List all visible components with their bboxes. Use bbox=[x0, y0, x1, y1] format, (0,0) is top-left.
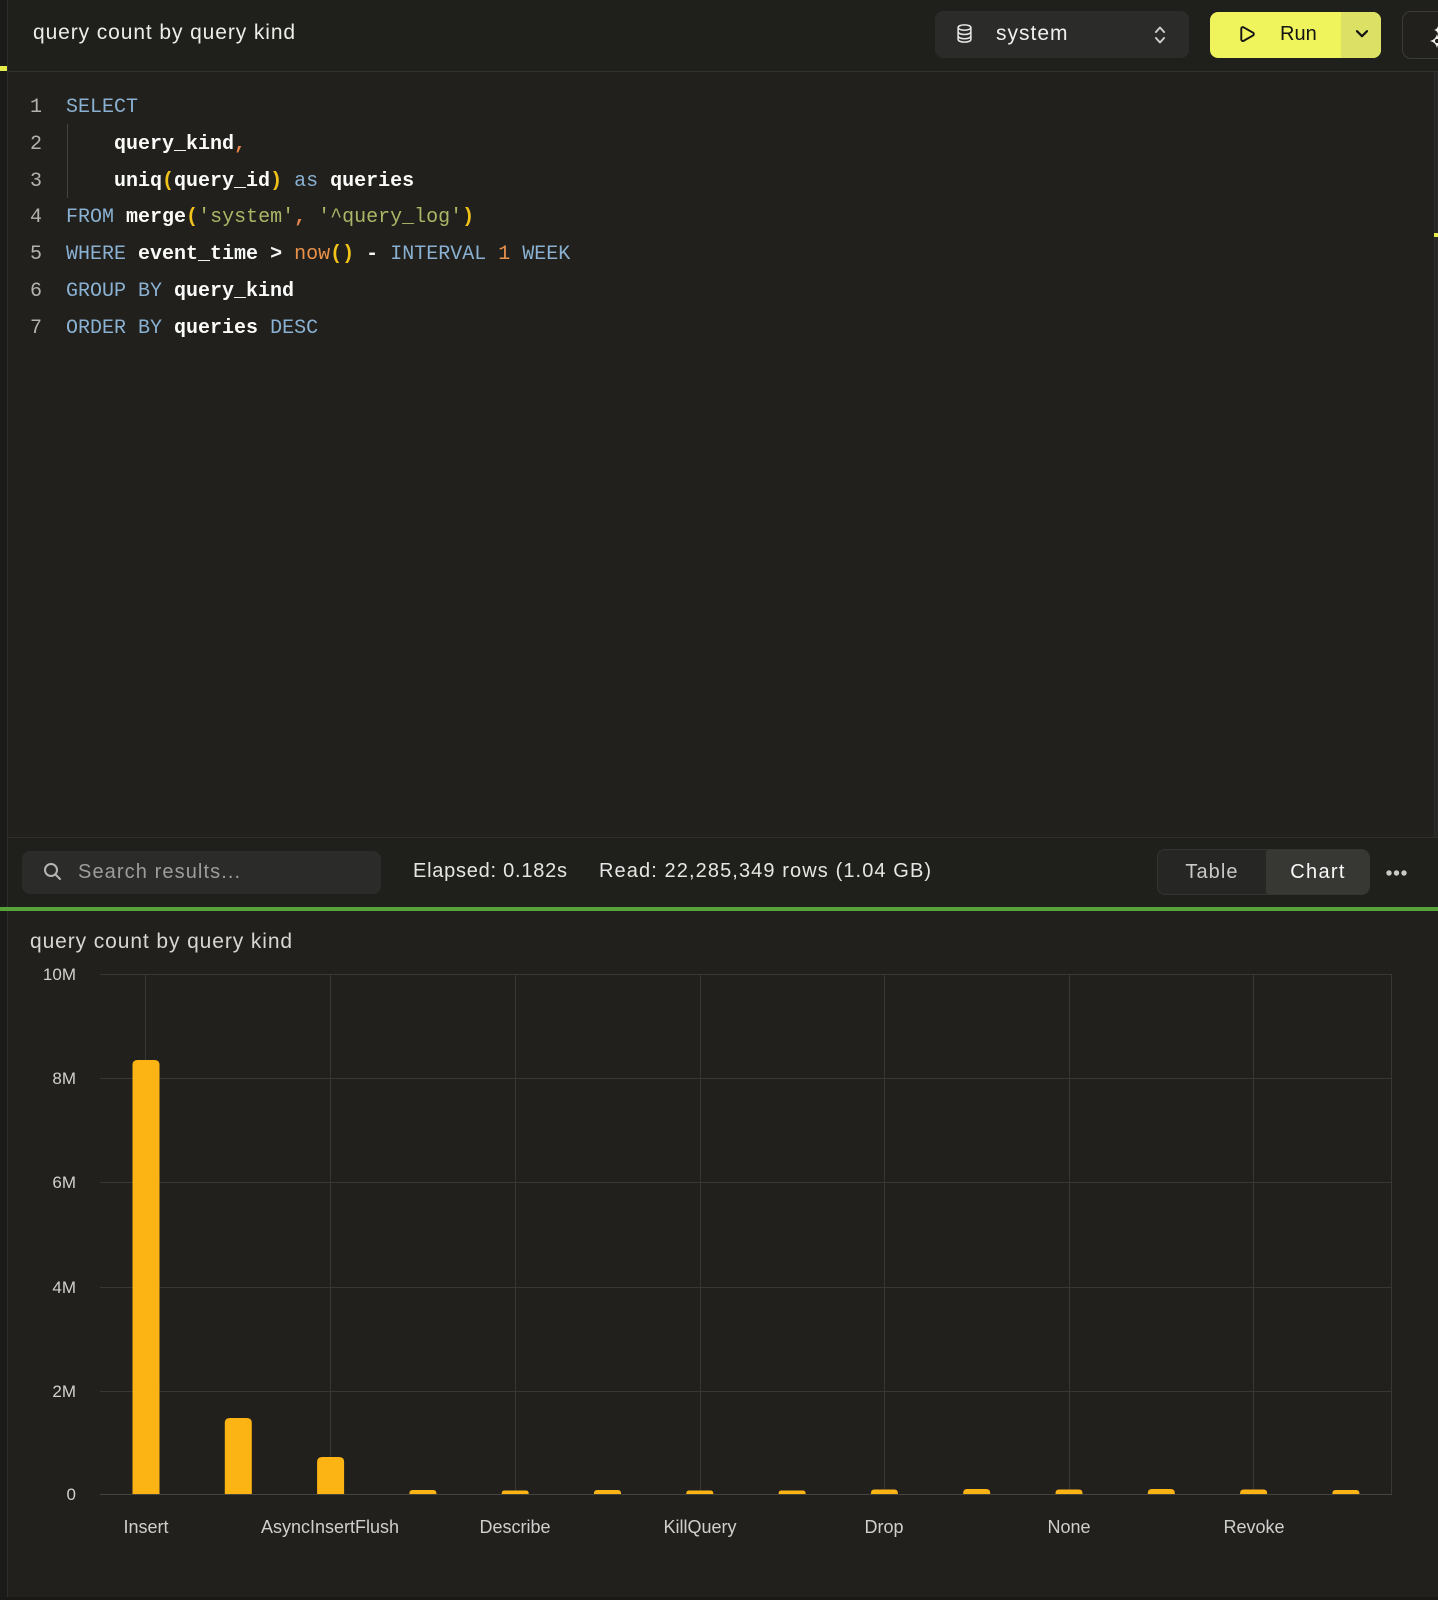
svg-text:10M: 10M bbox=[43, 965, 76, 984]
svg-text:AsyncInsertFlush: AsyncInsertFlush bbox=[261, 1517, 399, 1537]
svg-text:6M: 6M bbox=[52, 1173, 76, 1192]
svg-text:0: 0 bbox=[67, 1485, 76, 1504]
svg-text:Insert: Insert bbox=[123, 1517, 168, 1537]
svg-text:KillQuery: KillQuery bbox=[663, 1517, 736, 1537]
svg-text:Revoke: Revoke bbox=[1223, 1517, 1284, 1537]
svg-text:None: None bbox=[1047, 1517, 1090, 1537]
svg-text:2M: 2M bbox=[52, 1382, 76, 1401]
svg-text:Describe: Describe bbox=[479, 1517, 550, 1537]
svg-text:Drop: Drop bbox=[864, 1517, 903, 1537]
svg-text:4M: 4M bbox=[52, 1278, 76, 1297]
svg-text:8M: 8M bbox=[52, 1069, 76, 1088]
